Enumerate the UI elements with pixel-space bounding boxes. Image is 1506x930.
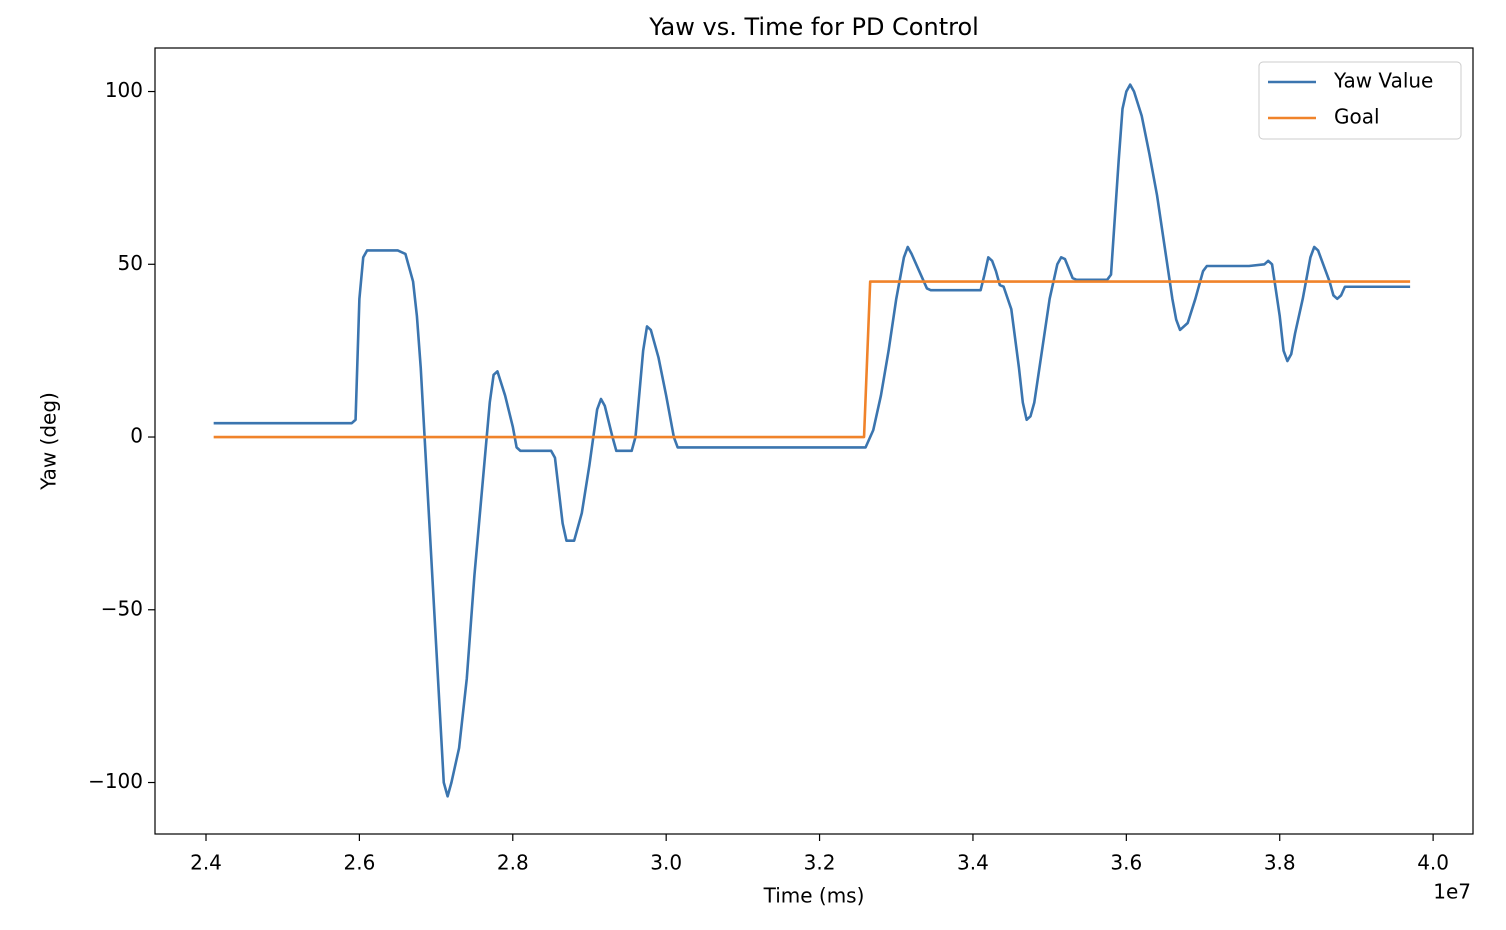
x-tick-label: 3.6	[1110, 851, 1142, 875]
y-axis-label: Yaw (deg)	[37, 392, 61, 491]
x-tick-label: 2.8	[497, 851, 529, 875]
x-axis-label: Time (ms)	[763, 884, 865, 908]
legend-label: Yaw Value	[1333, 69, 1433, 93]
legend-label: Goal	[1334, 105, 1380, 129]
plot-frame	[154, 47, 1474, 835]
x-tick-label: 3.0	[650, 851, 682, 875]
y-tick-label: 0	[130, 424, 143, 448]
x-tick-label: 2.6	[343, 851, 375, 875]
x-offset-label: 1e7	[1433, 880, 1471, 904]
y-tick-label: −50	[101, 596, 143, 620]
data-line	[213, 83, 1411, 798]
x-tick-label: 3.8	[1264, 851, 1296, 875]
x-tick-label: 4.0	[1417, 851, 1449, 875]
y-tick-label: 50	[118, 251, 143, 275]
chart-title: Yaw vs. Time for PD Control	[648, 13, 979, 41]
x-tick-label: 2.4	[190, 851, 222, 875]
y-tick-label: −100	[88, 769, 143, 793]
x-tick-label: 3.4	[957, 851, 989, 875]
data-line	[213, 280, 1411, 439]
x-tick-label: 3.2	[804, 851, 836, 875]
y-tick-label: 100	[105, 78, 143, 102]
